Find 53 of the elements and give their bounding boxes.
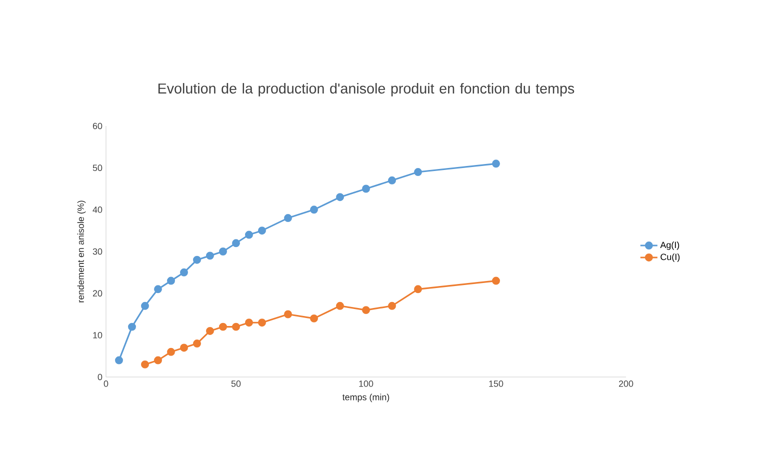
point [141, 302, 149, 310]
point [362, 184, 370, 193]
point [141, 360, 149, 368]
x-axis-title: temps (min) [342, 394, 390, 402]
point [154, 285, 162, 294]
x-tick-label: 200 [618, 380, 634, 387]
x-tick-label: 150 [489, 380, 504, 387]
y-axis-title: rendement en anisole (%) [77, 200, 86, 302]
point [336, 302, 344, 310]
point [206, 326, 214, 335]
point [336, 193, 344, 202]
y-tick-label: 20 [92, 290, 102, 297]
point [232, 239, 240, 248]
x-tick-label: 100 [359, 380, 374, 387]
point [284, 214, 292, 222]
chart-title: Evolution de la production d'anisole produit en fonction du temps [158, 83, 574, 96]
point [167, 276, 175, 285]
y-tick-label: 30 [92, 248, 102, 255]
point [492, 276, 500, 285]
x-tick-label: 50 [231, 380, 241, 387]
point [180, 344, 188, 352]
point [414, 168, 422, 176]
point [362, 306, 370, 314]
point [388, 302, 396, 310]
point [388, 176, 396, 184]
point [245, 230, 253, 239]
point [232, 322, 240, 331]
point [245, 318, 253, 327]
legend-label: Cu(I) [660, 253, 680, 262]
point [206, 252, 214, 260]
point [492, 160, 500, 168]
legend-label: Ag(I) [660, 242, 680, 250]
y-tick-label: 50 [92, 164, 102, 172]
point [219, 322, 227, 331]
point [167, 348, 175, 356]
y-tick-label: 60 [92, 122, 102, 130]
y-tick-label: 0 [98, 374, 102, 380]
point [258, 226, 266, 235]
point [115, 356, 123, 364]
point [258, 318, 266, 327]
point [310, 206, 318, 214]
point [219, 248, 227, 256]
y-tick-label: 10 [93, 332, 102, 338]
y-tick-label: 40 [92, 206, 102, 213]
point [128, 322, 136, 331]
point [414, 285, 422, 294]
point [193, 340, 201, 348]
point [154, 356, 162, 364]
x-tick-label: 0 [104, 380, 108, 387]
point [284, 310, 292, 318]
point [180, 268, 188, 276]
point [310, 314, 318, 322]
point [193, 256, 201, 264]
